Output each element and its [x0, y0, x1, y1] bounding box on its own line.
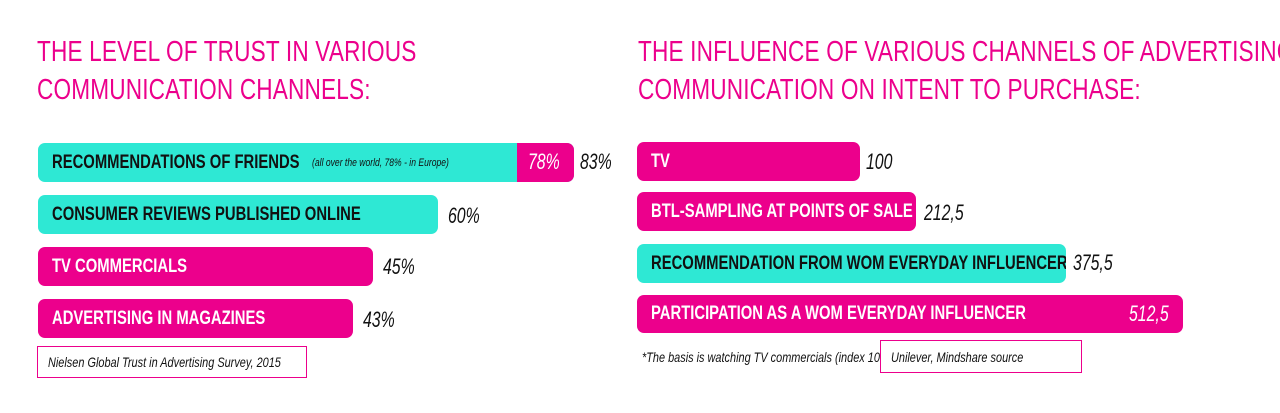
bar-label: TV	[651, 150, 670, 172]
bar-advertising-in-magazines: ADVERTISING IN MAGAZINES	[38, 299, 353, 338]
source-text: Unilever, Mindshare source	[891, 348, 1024, 365]
bar-label: CONSUMER REVIEWS PUBLISHED ONLINE	[52, 203, 361, 225]
bar-value: 375,5	[1073, 250, 1113, 275]
bar-label: RECOMMENDATIONS OF FRIENDS	[52, 151, 300, 173]
bar-label: PARTICIPATION AS A WOM EVERYDAY INFLUENC…	[651, 303, 1026, 324]
bar-wom-participation: PARTICIPATION AS A WOM EVERYDAY INFLUENC…	[637, 295, 1183, 333]
left-chart-title-line2: COMMUNICATION CHANNELS:	[37, 74, 371, 106]
right-chart-title-line1: THE INFLUENCE OF VARIOUS CHANNELS OF ADV…	[638, 36, 1280, 68]
right-source-box: Unilever, Mindshare source	[880, 340, 1082, 373]
right-chart-title-line2: COMMUNICATION ON INTENT TO PURCHASE:	[638, 74, 1141, 106]
bar-value: 212,5	[924, 200, 964, 225]
left-chart-title-line1: THE LEVEL OF TRUST IN VARIOUS	[37, 36, 417, 68]
bar-tv-commercials: TV COMMERCIALS	[38, 247, 373, 286]
bar-value: 45%	[383, 254, 415, 279]
bar-tv: TV	[637, 142, 860, 181]
bar-value: 43%	[363, 307, 395, 332]
bar-recommendations-of-friends: RECOMMENDATIONS OF FRIENDS (all over the…	[38, 143, 574, 182]
bar-wom-recommendation: RECOMMENDATION FROM WOM EVERYDAY INFLUEN…	[637, 244, 1066, 283]
bar-note: (all over the world, 78% - in Europe)	[312, 156, 449, 169]
bar-value: 100	[866, 149, 893, 174]
bar-consumer-reviews: CONSUMER REVIEWS PUBLISHED ONLINE	[38, 195, 438, 234]
source-text: Nielsen Global Trust in Advertising Surv…	[48, 354, 281, 370]
bar-label: RECOMMENDATION FROM WOM EVERYDAY INFLUEN…	[651, 252, 1066, 274]
left-source-box: Nielsen Global Trust in Advertising Surv…	[37, 346, 307, 378]
europe-segment	[517, 143, 574, 182]
bar-label: ADVERTISING IN MAGAZINES	[52, 307, 266, 329]
bar-inner-value: 512,5	[1129, 301, 1169, 326]
bar-label: TV COMMERCIALS	[52, 255, 188, 277]
bar-value: 83%	[580, 149, 612, 174]
bar-label: BTL-SAMPLING AT POINTS OF SALE	[651, 200, 913, 222]
bar-value: 60%	[448, 203, 480, 228]
right-footnote: *The basis is watching TV commercials (i…	[642, 349, 890, 365]
bar-btl-sampling: BTL-SAMPLING AT POINTS OF SALE	[637, 192, 916, 231]
bar-inner-value: 78%	[528, 149, 560, 174]
